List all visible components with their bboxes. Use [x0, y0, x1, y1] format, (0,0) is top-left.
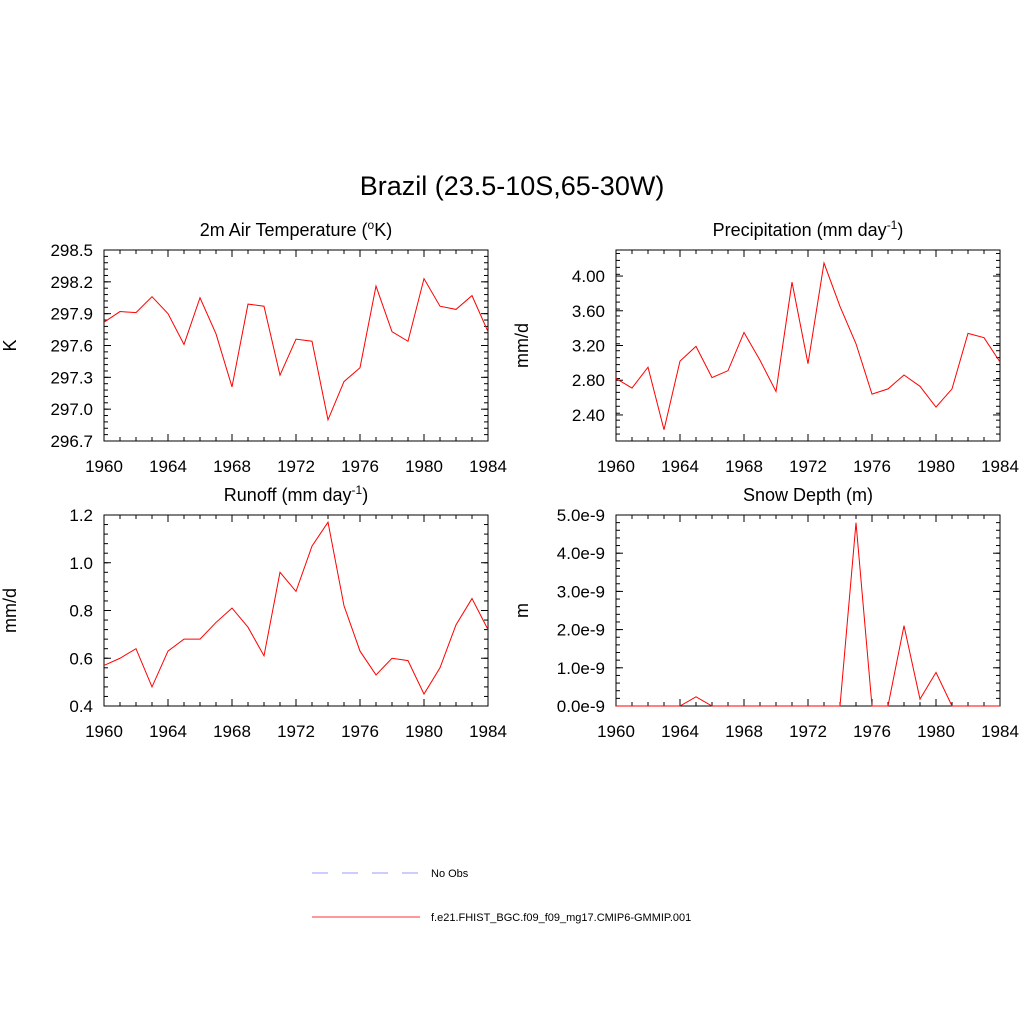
y-tick-label: 296.7 [50, 432, 93, 451]
x-tick-label: 1984 [469, 722, 507, 741]
y-tick-label: 2.80 [572, 371, 605, 390]
y-tick-label: 3.20 [572, 337, 605, 356]
y-tick-label: 2.40 [572, 406, 605, 425]
figure-title: Brazil (23.5-10S,65-30W) [360, 171, 665, 201]
x-tick-label: 1972 [789, 722, 827, 741]
series-line-snow-depth [616, 522, 1000, 707]
y-tick-label: 0.8 [69, 602, 93, 621]
plot-frame-snow-depth [615, 514, 1001, 707]
y-tick-label: 1.0 [69, 554, 93, 573]
x-tick-label: 1976 [341, 722, 379, 741]
x-tick-label: 1972 [789, 457, 827, 476]
panel-title-runoff: Runoff (mm day-1) [224, 483, 368, 505]
y-tick-label: 5.0e-9 [557, 506, 605, 525]
x-tick-label: 1964 [149, 722, 187, 741]
panel-snow-depth: Snow Depth (m) 1960 1964 1968 1972 1976 1980 19… [512, 485, 1019, 741]
x-tick-label: 1984 [981, 457, 1019, 476]
panel-precipitation: Precipitation (mm day-1) 1960 1964 1968 1972… [512, 218, 1019, 476]
x-tick-label: 1984 [469, 457, 507, 476]
series-line-precipitation [615, 261, 1001, 430]
y-tick-label: 297.9 [50, 305, 93, 324]
x-tick-label: 1968 [725, 457, 763, 476]
legend-label-no-obs: No Obs [431, 868, 469, 880]
x-tick-label: 1972 [277, 457, 315, 476]
x-tick-label: 1968 [213, 457, 251, 476]
y-axis-label-precipitation: mm/d [512, 323, 532, 368]
y-tick-label: 0.4 [69, 697, 93, 716]
y-tick-label: 3.0e-9 [557, 582, 605, 601]
y-tick-label: 297.0 [50, 400, 93, 419]
x-tick-label: 1980 [405, 457, 443, 476]
panels: 2m Air Temperature (oK) 1960 1964 1968 1972 1… [0, 218, 1019, 741]
x-tick-label: 1964 [149, 457, 187, 476]
y-tick-label: 1.2 [69, 506, 93, 525]
x-tick-label: 1984 [981, 722, 1019, 741]
x-tick-label: 1976 [853, 457, 891, 476]
panel-title-air-temperature: 2m Air Temperature (oK) [200, 218, 392, 240]
x-tick-label: 1968 [725, 722, 763, 741]
y-tick-label: 297.6 [50, 337, 93, 356]
y-tick-label: 0.0e-9 [557, 697, 605, 716]
legend-label-model: f.e21.FHIST_BGC.f09_f09_mg17.CMIP6-GMMIP… [431, 912, 691, 924]
x-tick-label: 1980 [917, 722, 955, 741]
y-axis-label-runoff: mm/d [0, 588, 20, 633]
x-tick-label: 1976 [853, 722, 891, 741]
series-line-runoff [103, 520, 489, 696]
legend: No Obs f.e21.FHIST_BGC.f09_f09_mg17.CMIP… [312, 868, 691, 924]
x-tick-label: 1960 [597, 722, 635, 741]
x-tick-label: 1960 [85, 457, 123, 476]
plot-frame-precipitation [615, 249, 1001, 442]
x-tick-label: 1980 [917, 457, 955, 476]
plot-frame-air-temperature [103, 249, 489, 442]
x-tick-label: 1960 [85, 722, 123, 741]
x-tick-label: 1976 [341, 457, 379, 476]
x-tick-label: 1964 [661, 722, 699, 741]
series-line-air-temperature [103, 277, 489, 422]
y-tick-label: 3.60 [572, 302, 605, 321]
y-axis-label-air-temperature: K [0, 339, 20, 351]
y-axis-label-snow-depth: m [512, 603, 532, 618]
y-tick-label: 4.00 [572, 267, 605, 286]
x-tick-label: 1960 [597, 457, 635, 476]
x-tick-label: 1972 [277, 722, 315, 741]
panel-title-snow-depth: Snow Depth (m) [743, 485, 873, 505]
y-tick-label: 297.3 [50, 368, 93, 387]
y-tick-label: 0.6 [69, 649, 93, 668]
panel-runoff: Runoff (mm day-1) 1960 1964 1968 1972 1976 198… [0, 483, 507, 741]
plot-frame-runoff [103, 514, 489, 707]
panel-air-temperature: 2m Air Temperature (oK) 1960 1964 1968 1972 1… [0, 218, 507, 476]
panel-title-precipitation: Precipitation (mm day-1) [713, 218, 904, 240]
y-tick-label: 298.2 [50, 273, 93, 292]
y-tick-label: 298.5 [50, 241, 93, 260]
y-tick-label: 1.0e-9 [557, 659, 605, 678]
x-tick-label: 1968 [213, 722, 251, 741]
x-tick-label: 1964 [661, 457, 699, 476]
y-tick-label: 2.0e-9 [557, 621, 605, 640]
x-tick-label: 1980 [405, 722, 443, 741]
y-tick-label: 4.0e-9 [557, 544, 605, 563]
